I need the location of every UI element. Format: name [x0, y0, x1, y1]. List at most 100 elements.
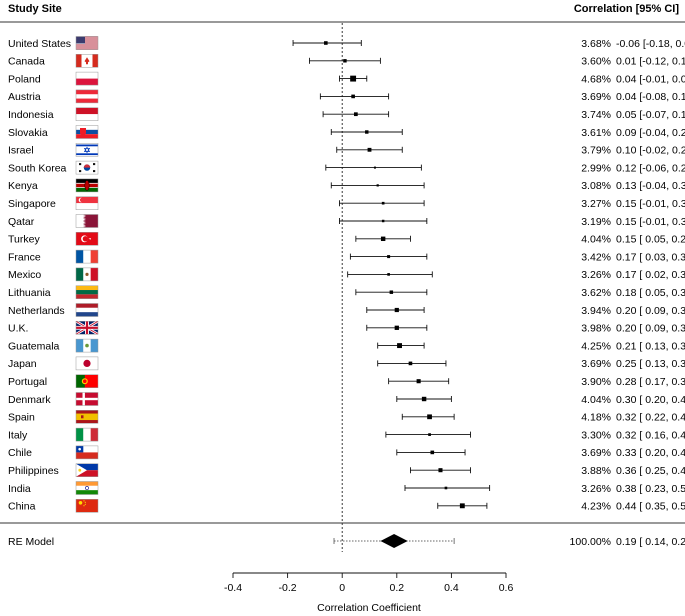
- study-ci-text: 0.32 [ 0.16, 0.47]: [616, 429, 685, 441]
- study-row: Canada 3.60% 0.01 [-0.12, 0.14]: [8, 54, 685, 68]
- study-row: Turkey 4.04% 0.15 [ 0.05, 0.25]: [8, 232, 685, 246]
- study-ci-text: 0.15 [ 0.05, 0.25]: [616, 234, 685, 246]
- study-site-label: United States: [8, 38, 71, 50]
- study-site-label: Chile: [8, 447, 32, 459]
- study-site-label: Spain: [8, 412, 35, 424]
- flag-es-icon: [75, 410, 99, 424]
- summary-weight: 100.00%: [570, 536, 611, 548]
- study-row: China 4.23% 0.44 [ 0.35, 0.53]: [8, 499, 685, 513]
- point-estimate: [373, 166, 376, 169]
- study-site-label: Israel: [8, 145, 34, 157]
- study-ci-text: 0.12 [-0.06, 0.29]: [616, 162, 685, 174]
- point-estimate: [351, 94, 355, 99]
- study-weight: 3.26%: [581, 269, 611, 281]
- flag-at-icon: [75, 89, 99, 104]
- study-weight: 3.98%: [581, 323, 611, 335]
- study-site-label: Kenya: [8, 180, 38, 192]
- study-weight: 3.62%: [581, 287, 611, 299]
- study-weight: 3.42%: [581, 251, 611, 263]
- study-weight: 3.26%: [581, 483, 611, 495]
- point-estimate: [397, 343, 402, 349]
- study-row: Italy 3.30% 0.32 [ 0.16, 0.47]: [8, 427, 685, 441]
- study-row: Indonesia 3.74% 0.05 [-0.07, 0.17]: [8, 107, 685, 121]
- study-site-label: France: [8, 251, 41, 263]
- study-row: Guatemala 4.25% 0.21 [ 0.13, 0.30]: [8, 338, 685, 353]
- study-row: Philippines 3.88% 0.36 [ 0.25, 0.47]: [8, 463, 685, 477]
- point-estimate: [350, 75, 357, 82]
- study-weight: 4.04%: [581, 234, 611, 246]
- study-weight: 4.23%: [581, 501, 611, 513]
- study-row: India 3.26% 0.38 [ 0.23, 0.54]: [8, 481, 685, 495]
- study-site-label: Qatar: [8, 216, 35, 228]
- point-estimate: [428, 433, 431, 436]
- study-ci-text: 0.25 [ 0.13, 0.38]: [616, 358, 685, 370]
- study-ci-text: 0.04 [-0.01, 0.09]: [616, 73, 685, 85]
- study-ci-text: -0.06 [-0.18, 0.07]: [616, 38, 685, 50]
- flag-nl-icon: [75, 303, 99, 317]
- study-row: Slovakia 3.61% 0.09 [-0.04, 0.22]: [8, 125, 685, 139]
- header-study-site: Study Site: [8, 3, 62, 15]
- study-row: Denmark 4.04% 0.30 [ 0.20, 0.40]: [8, 392, 685, 406]
- flag-gt-icon: [75, 338, 99, 353]
- flag-tr-icon: [75, 232, 99, 246]
- x-tick-label: -0.2: [279, 582, 297, 594]
- study-ci-text: 0.18 [ 0.05, 0.31]: [616, 287, 685, 299]
- study-weight: 3.69%: [581, 91, 611, 103]
- point-estimate: [416, 379, 421, 384]
- flag-us-icon: [75, 36, 99, 50]
- study-weight: 3.69%: [581, 447, 611, 459]
- point-estimate: [380, 236, 386, 242]
- study-weight: 4.18%: [581, 412, 611, 424]
- flag-dk-icon: [75, 392, 99, 406]
- study-weight: 3.60%: [581, 56, 611, 68]
- flag-cn-icon: [75, 499, 99, 513]
- study-site-label: Mexico: [8, 269, 41, 281]
- flag-ca-icon: [75, 54, 99, 68]
- x-tick-label: -0.4: [224, 582, 242, 594]
- flag-kr-icon: [75, 160, 99, 175]
- study-site-label: South Korea: [8, 162, 67, 174]
- point-estimate: [353, 112, 358, 117]
- point-estimate: [367, 147, 372, 152]
- study-ci-text: 0.10 [-0.02, 0.22]: [616, 145, 685, 157]
- study-site-label: Denmark: [8, 394, 51, 406]
- study-weight: 3.30%: [581, 429, 611, 441]
- study-row: Israel 3.79% 0.10 [-0.02, 0.22]: [8, 143, 685, 157]
- point-estimate: [376, 184, 379, 187]
- study-row: Qatar 3.19% 0.15 [-0.01, 0.31]: [8, 214, 685, 228]
- flag-ke-icon: [75, 178, 99, 193]
- study-ci-text: 0.44 [ 0.35, 0.53]: [616, 501, 685, 513]
- study-site-label: Philippines: [8, 465, 59, 477]
- study-ci-text: 0.21 [ 0.13, 0.30]: [616, 340, 685, 352]
- study-weight: 3.94%: [581, 305, 611, 317]
- flag-jp-icon: [75, 356, 99, 371]
- study-site-label: Poland: [8, 73, 41, 85]
- point-estimate: [394, 325, 399, 330]
- x-tick-label: 0: [339, 582, 345, 594]
- flag-uk-icon: [75, 320, 99, 336]
- flag-in-icon: [75, 481, 99, 495]
- flag-sk-icon: [75, 125, 99, 139]
- x-tick-label: 0.2: [389, 582, 404, 594]
- flag-qa-icon: [75, 214, 99, 228]
- study-row: South Korea 2.99% 0.12 [-0.06, 0.29]: [8, 160, 685, 175]
- study-row: Portugal 3.90% 0.28 [ 0.17, 0.39]: [8, 374, 685, 388]
- study-row: Japan 3.69% 0.25 [ 0.13, 0.38]: [8, 356, 685, 371]
- x-axis: -0.4 -0.2 0 0.2 0.4 0.6: [224, 572, 513, 594]
- study-weight: 4.25%: [581, 340, 611, 352]
- study-ci-text: 0.20 [ 0.09, 0.30]: [616, 305, 685, 317]
- study-weight: 3.61%: [581, 127, 611, 139]
- point-estimate: [381, 201, 385, 205]
- flag-id-icon: [75, 107, 99, 121]
- study-ci-text: 0.32 [ 0.22, 0.41]: [616, 412, 685, 424]
- study-ci-text: 0.30 [ 0.20, 0.40]: [616, 394, 685, 406]
- study-weight: 4.68%: [581, 73, 611, 85]
- point-estimate: [430, 450, 435, 455]
- flag-il-icon: [75, 143, 99, 157]
- point-estimate: [343, 59, 347, 63]
- study-row: U.K. 3.98% 0.20 [ 0.09, 0.31]: [8, 320, 685, 336]
- study-site-label: Italy: [8, 429, 28, 441]
- study-site-label: China: [8, 501, 36, 513]
- study-ci-text: 0.04 [-0.08, 0.17]: [616, 91, 685, 103]
